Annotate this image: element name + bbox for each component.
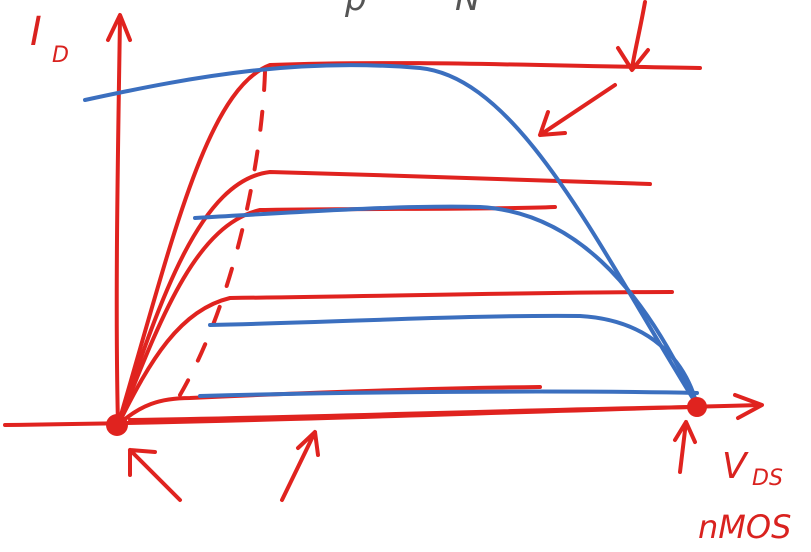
blue-curve [83, 63, 699, 407]
red-curve [128, 405, 699, 422]
arrow [616, 0, 650, 72]
red-curve [116, 61, 702, 427]
red-curve [116, 170, 652, 427]
x-axis-arrow [733, 393, 764, 420]
arrow [280, 430, 320, 502]
blue-curve [193, 204, 699, 407]
blue-curve [198, 389, 699, 398]
x-axis-subscript: DS [752, 466, 783, 491]
red-curve [116, 290, 674, 427]
arrow [128, 448, 182, 502]
top-label-n: N [455, 0, 480, 19]
saturation-boundary [178, 70, 267, 397]
x-axis-label: V [722, 446, 749, 487]
device-label: nMOS [698, 508, 791, 546]
y-axis-arrow [106, 13, 132, 42]
y-axis [114, 16, 122, 427]
arrow [538, 83, 617, 137]
origin-dot [106, 414, 128, 436]
arrow [673, 420, 697, 474]
y-axis-label: I [30, 9, 42, 55]
blue-curve [208, 313, 699, 407]
top-label-p: p [344, 0, 367, 19]
y-axis-subscript: D [52, 43, 69, 68]
end-dot [687, 397, 707, 417]
